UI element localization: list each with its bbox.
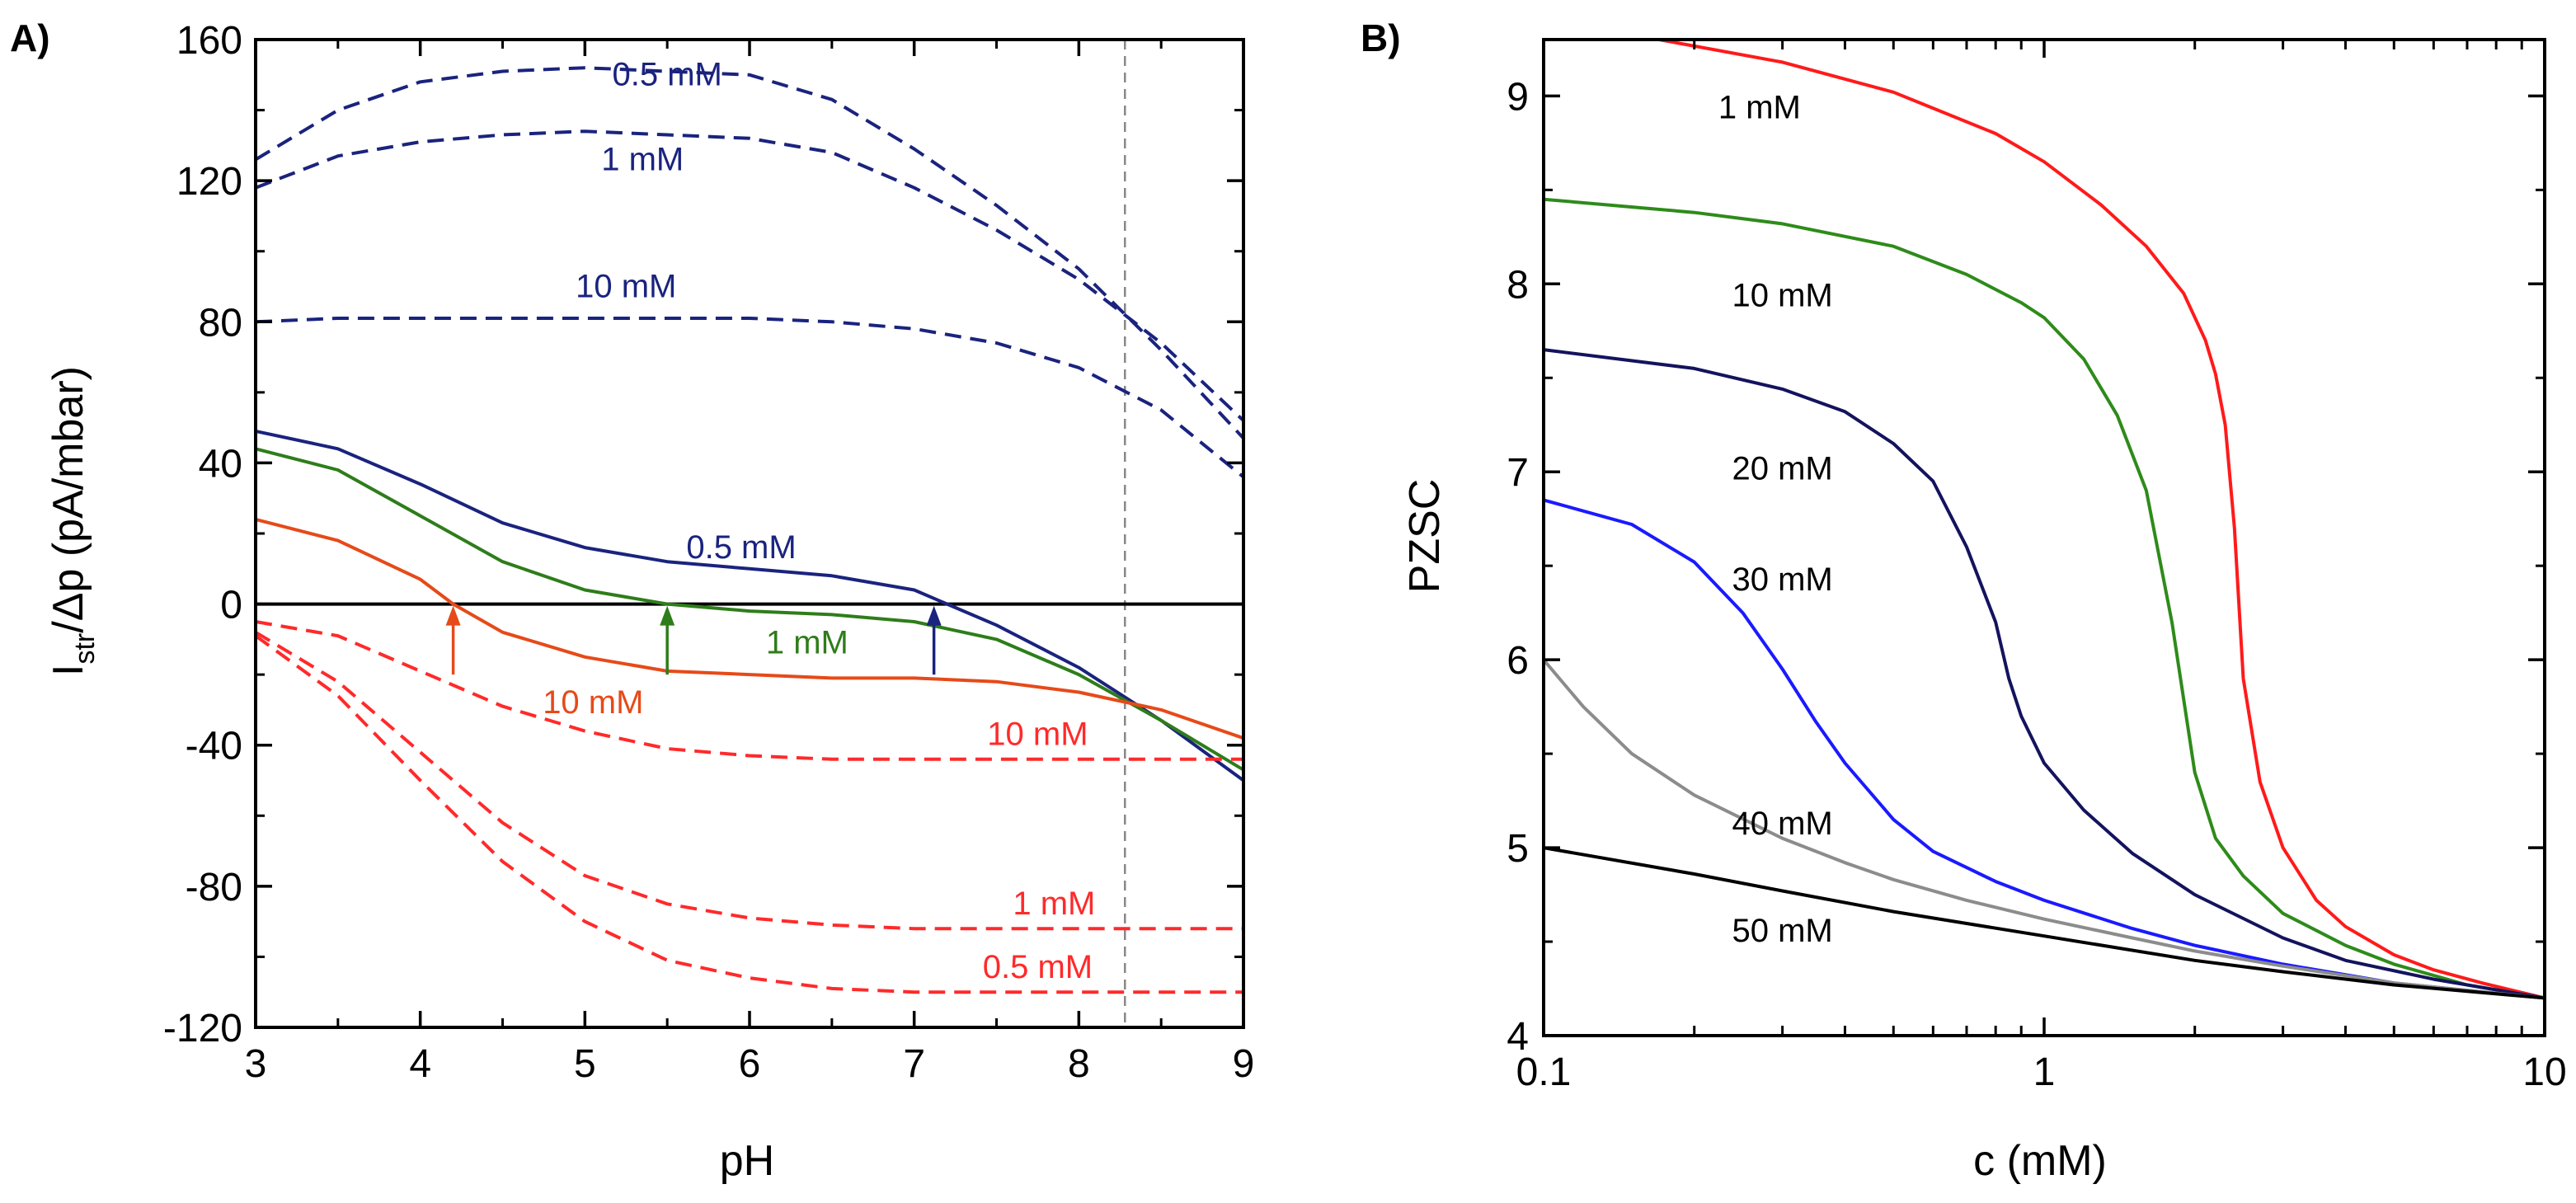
curve-label-b-1: 10 mM <box>1732 278 1832 314</box>
pzc-arrow-head-1 <box>660 605 675 626</box>
pzsc-line-1 <box>1543 197 2545 1000</box>
curve-label-b-0: 1 mM <box>1718 90 1801 126</box>
y-tick-label-b-3: 7 <box>1507 451 1529 495</box>
series-line-solid-3 <box>255 429 1245 782</box>
series-line-dashed-7 <box>254 631 1243 931</box>
series-line-solid-4 <box>255 447 1245 772</box>
series-line-dashed-1 <box>255 129 1245 422</box>
curve-label-a-3: 0.5 mM <box>686 529 796 566</box>
pzc-arrow-head-2 <box>926 605 942 626</box>
pzsc-line-3 <box>1543 498 2545 1000</box>
curve-label-a-5: 10 mM <box>543 684 643 721</box>
panel-a-plot-area: 0.5 mM 1 mM 10 mM 0.5 mM 1 mM 10 mM 10 mM 1 mM 0… <box>254 40 1245 1027</box>
panel-a-axes: 3 4 5 6 7 8 9 -120 -80 -40 0 40 80 120 160 <box>163 19 1254 1086</box>
y-tick-label-4: 40 <box>199 442 242 486</box>
x-tick-label-3: 6 <box>739 1042 761 1086</box>
y-axis-title-subscript: str <box>69 633 101 665</box>
x-tick-label-6: 9 <box>1233 1042 1255 1086</box>
y-tick-label-b-2: 6 <box>1507 639 1529 683</box>
pzsc-line-5 <box>1543 846 2545 1000</box>
y-tick-label-0: -120 <box>163 1007 242 1050</box>
y-tick-label-6: 120 <box>176 160 242 204</box>
y-tick-label-b-1: 5 <box>1507 827 1529 871</box>
panel-a-x-axis-title: pH <box>720 1137 774 1185</box>
x-tick-label-1: 4 <box>409 1042 431 1086</box>
x-tick-label-0: 3 <box>245 1042 267 1086</box>
series-line-dashed-0 <box>254 66 1245 439</box>
pzsc-line-0 <box>1658 38 2545 1000</box>
panel-b-axes: 0.1 1 10 4 5 6 7 8 9 <box>1507 38 2567 1094</box>
y-axis-title-rest: /Δp (pA/mbar) <box>45 366 92 633</box>
pzsc-line-4 <box>1542 658 2545 1000</box>
panel-a: A) 0.5 mM 1 mM 10 mM 0.5 mM 1 mM 10 mM 10 mM 1 … <box>10 16 1254 1185</box>
curve-label-b-4: 40 mM <box>1732 806 1832 842</box>
y-tick-label-2: -40 <box>186 725 242 768</box>
x-tick-label-b-0: 0.1 <box>1516 1050 1572 1094</box>
panel-b-frame <box>1542 38 2546 1037</box>
curve-label-a-2: 10 mM <box>576 268 676 304</box>
series-line-solid-5 <box>255 517 1244 740</box>
series-line-dashed-2 <box>255 317 1245 479</box>
panel-b-y-axis-title: PZSC <box>1401 479 1449 594</box>
x-tick-label-2: 5 <box>574 1042 596 1086</box>
panel-b: B) 1 mM 10 mM 20 mM 30 mM 40 mM 50 mM 0.1 1 10 4… <box>1361 16 2567 1185</box>
series-line-dashed-8 <box>254 634 1243 994</box>
curve-label-a-6: 10 mM <box>987 717 1088 753</box>
curve-label-b-2: 20 mM <box>1732 450 1832 486</box>
panel-a-label: A) <box>10 16 50 59</box>
curve-label-a-1: 1 mM <box>601 141 684 177</box>
y-tick-label-5: 80 <box>199 301 242 345</box>
pzsc-line-2 <box>1543 348 2545 1000</box>
x-tick-label-5: 8 <box>1068 1042 1090 1086</box>
pzc-arrow-head-0 <box>445 605 461 626</box>
panel-a-y-axis-title: Istr/Δp (pA/mbar) <box>45 366 101 676</box>
x-tick-label-b-1: 1 <box>2033 1050 2056 1094</box>
curve-label-a-7: 1 mM <box>1013 886 1095 922</box>
y-tick-label-7: 160 <box>176 19 242 63</box>
panel-b-label: B) <box>1361 16 1401 59</box>
y-tick-label-3: 0 <box>220 584 242 627</box>
y-tick-label-b-0: 4 <box>1507 1015 1529 1059</box>
y-tick-label-b-4: 8 <box>1507 263 1529 307</box>
y-tick-label-1: -80 <box>186 866 242 909</box>
y-axis-title-main: I <box>45 665 92 676</box>
series-line-dashed-6 <box>255 620 1243 761</box>
panel-b-plot-area: 1 mM 10 mM 20 mM 30 mM 40 mM 50 mM <box>1542 38 2545 1000</box>
panel-b-x-axis-title: c (mM) <box>1973 1137 2107 1185</box>
x-tick-label-4: 7 <box>903 1042 925 1086</box>
curve-label-a-0: 0.5 mM <box>612 57 722 93</box>
curve-label-a-8: 0.5 mM <box>983 949 1093 985</box>
curve-label-a-4: 1 mM <box>766 624 848 660</box>
curve-label-b-5: 50 mM <box>1732 913 1832 949</box>
curve-label-b-3: 30 mM <box>1732 562 1832 598</box>
y-tick-label-b-5: 9 <box>1507 75 1529 119</box>
x-tick-label-b-2: 10 <box>2522 1050 2566 1094</box>
